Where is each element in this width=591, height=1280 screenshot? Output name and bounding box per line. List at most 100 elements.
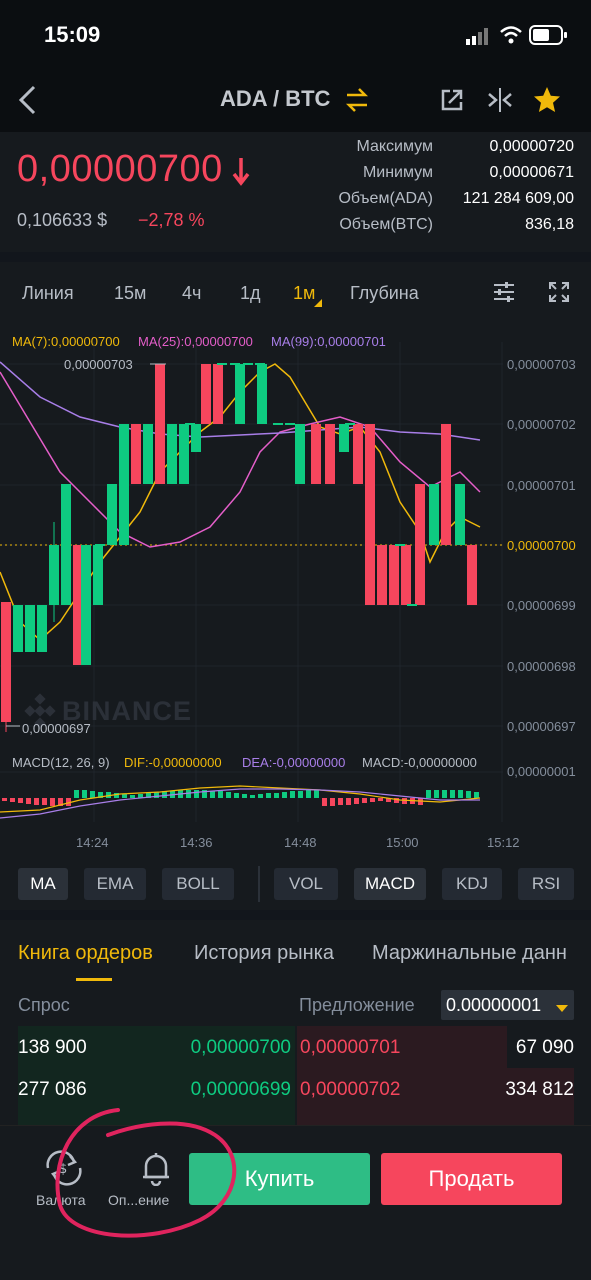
- macd-bar: [338, 798, 343, 805]
- macd-bar: [378, 798, 383, 801]
- back-icon[interactable]: [16, 84, 40, 116]
- candle-body: [1, 602, 11, 722]
- chart-settings-icon[interactable]: [492, 280, 516, 304]
- tf-4h[interactable]: 4ч: [182, 283, 202, 303]
- candle-body: [155, 364, 165, 484]
- macd-bar: [250, 795, 255, 798]
- x-tick: 14:24: [76, 835, 109, 850]
- candle-body: [119, 424, 129, 545]
- tab-market-history[interactable]: История рынка: [194, 942, 334, 964]
- tf-15m[interactable]: 15м: [114, 283, 147, 303]
- macd-bar: [90, 791, 95, 798]
- bid-price[interactable]: 0,00000699: [190, 1079, 291, 1100]
- macd-bar: [194, 790, 199, 798]
- macd-bar: [274, 793, 279, 798]
- ask-qty[interactable]: 67 090: [515, 1037, 574, 1058]
- bell-icon[interactable]: [140, 1150, 172, 1187]
- tf-1min[interactable]: 1м: [293, 283, 316, 303]
- ask-depth-bar: [297, 1026, 507, 1068]
- candle-body: [441, 424, 451, 545]
- favorite-star-icon[interactable]: [532, 85, 562, 115]
- ma99-legend: MA(99):0,00000701: [271, 334, 386, 349]
- macd-bar: [74, 790, 79, 798]
- stat-vol-btc-label: Объем(BTC): [339, 216, 433, 233]
- indicator-macd[interactable]: MACD: [354, 868, 426, 900]
- macd-bar: [346, 798, 351, 805]
- candle-body: [13, 605, 23, 652]
- macd-bar: [226, 792, 231, 798]
- tf-depth[interactable]: Глубина: [350, 283, 419, 303]
- candle-body: [61, 484, 71, 605]
- hand-drawn-circle-annotation: [55, 1108, 237, 1238]
- macd-bar: [394, 798, 399, 803]
- y-tick: 0,00000703: [507, 357, 576, 372]
- share-icon[interactable]: [440, 88, 464, 112]
- status-bar: [0, 0, 591, 70]
- sell-button[interactable]: Продать: [381, 1153, 562, 1205]
- macd-bar: [114, 793, 119, 798]
- indicator-boll[interactable]: BOLL: [162, 868, 234, 900]
- pair-title[interactable]: ADA / BTC: [220, 86, 331, 111]
- macd-bar: [362, 798, 367, 803]
- candle-body: [455, 484, 465, 545]
- y-tick: 0,00000702: [507, 417, 576, 432]
- indicator-ema[interactable]: EMA: [84, 868, 146, 900]
- bid-qty[interactable]: 277 086: [18, 1079, 87, 1100]
- candle-body: [353, 424, 363, 484]
- macd-bar: [146, 793, 151, 798]
- tf-line[interactable]: Линия: [22, 283, 74, 303]
- stat-vol-ada-value: 121 284 609,00: [462, 190, 574, 207]
- macd-bar: [306, 790, 311, 798]
- macd-bar: [210, 791, 215, 798]
- candlestick-chart[interactable]: [0, 322, 591, 860]
- macd-bar: [386, 798, 391, 802]
- candle-body: [73, 545, 83, 665]
- macd-bar: [450, 790, 455, 798]
- fullscreen-icon[interactable]: [548, 281, 570, 303]
- macd-bar: [122, 794, 127, 798]
- macd-bar: [466, 791, 471, 798]
- indicator-ma[interactable]: MA: [18, 868, 68, 900]
- tf-1d[interactable]: 1д: [240, 283, 261, 303]
- macd-bar: [34, 798, 39, 805]
- indicator-vol[interactable]: VOL: [274, 868, 338, 900]
- tab-orderbook[interactable]: Книга ордеров: [18, 942, 153, 964]
- ask-price[interactable]: 0,00000701: [300, 1037, 401, 1058]
- buy-button[interactable]: Купить: [189, 1153, 370, 1205]
- ask-price[interactable]: 0,00000702: [300, 1079, 401, 1100]
- last-price: 0,00000700: [17, 148, 223, 190]
- bid-price[interactable]: 0,00000700: [190, 1037, 291, 1058]
- stat-high-label: Максимум: [356, 138, 433, 155]
- candle-body: [93, 545, 103, 605]
- stat-high-value: 0,00000720: [489, 138, 574, 155]
- compare-icon[interactable]: [486, 86, 514, 114]
- indicator-rsi[interactable]: RSI: [518, 868, 574, 900]
- bid-qty[interactable]: 138 900: [18, 1037, 87, 1058]
- y-tick: 0,00000697: [507, 719, 576, 734]
- alert-label[interactable]: Оп...ение: [108, 1192, 170, 1208]
- swap-pair-icon[interactable]: [344, 86, 370, 114]
- tf-dropdown-icon: [314, 294, 322, 307]
- indicator-divider: [258, 866, 260, 902]
- ma7-legend: MA(7):0,00000700: [12, 334, 120, 349]
- x-tick: 15:00: [386, 835, 419, 850]
- price-usd: 0,106633 $: [17, 210, 108, 230]
- ask-qty[interactable]: 334 812: [505, 1079, 574, 1100]
- macd-bar: [402, 798, 407, 804]
- candle-body: [179, 424, 189, 484]
- candle-body: [143, 424, 153, 484]
- tab-margin-data[interactable]: Маржинальные данн: [372, 942, 567, 964]
- candle-body: [295, 424, 305, 484]
- y-tick: 0,00000698: [507, 659, 576, 674]
- macd-bar: [370, 798, 375, 802]
- macd-bar: [290, 791, 295, 798]
- macd-bar: [218, 791, 223, 798]
- macd-bar: [434, 790, 439, 798]
- macd-dif-line: [0, 785, 481, 813]
- indicator-kdj[interactable]: KDJ: [442, 868, 502, 900]
- macd-bar: [98, 792, 103, 798]
- macd-bar: [42, 798, 47, 805]
- candle-body: [389, 545, 399, 605]
- macd-value: MACD:-0,00000000: [362, 755, 477, 770]
- precision-select[interactable]: [441, 990, 574, 1020]
